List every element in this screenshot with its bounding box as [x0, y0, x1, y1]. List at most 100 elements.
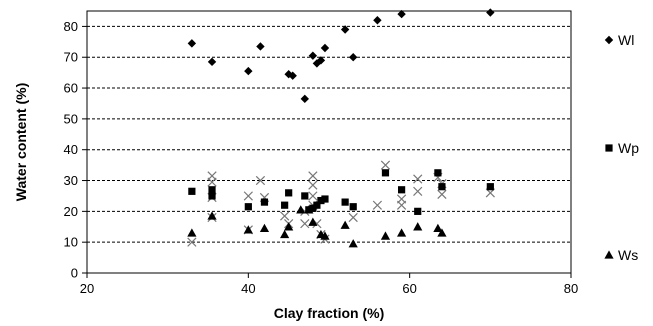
y-tick-label: 10 — [64, 235, 78, 250]
wp-point — [281, 201, 289, 209]
x-tick-label: 80 — [564, 281, 578, 296]
unlabeled-point — [380, 160, 391, 170]
wl-point — [316, 56, 326, 65]
wp-point — [285, 189, 293, 197]
ws-point — [397, 228, 407, 237]
wl-point — [486, 8, 495, 17]
ws-point — [308, 217, 318, 226]
y-tick-label: 20 — [64, 204, 78, 219]
wl-point — [308, 51, 318, 60]
x-tick-label: 20 — [80, 281, 94, 296]
y-tick-label: 60 — [64, 81, 78, 96]
wp-point — [188, 187, 196, 195]
legend-item-ws: Ws — [604, 247, 638, 263]
unlabeled-point — [348, 212, 358, 223]
wl-point — [244, 66, 253, 76]
y-tick-label: 30 — [64, 173, 78, 188]
wp-point — [434, 169, 442, 177]
unlabeled-point — [280, 211, 290, 221]
data-points — [187, 8, 495, 248]
ws-point — [259, 223, 270, 232]
legend-label: Ws — [618, 247, 638, 263]
unlabeled-point — [308, 180, 318, 190]
gridlines — [87, 25, 571, 243]
x-axis-ticks: 20 40 60 80 — [80, 273, 578, 296]
wp-point — [349, 203, 357, 211]
ws-point — [320, 231, 330, 240]
wl-point — [288, 71, 297, 80]
unlabeled-point — [413, 186, 423, 196]
wp-point — [381, 169, 390, 177]
wl-point — [300, 94, 309, 104]
wp-legend-marker — [605, 144, 613, 152]
unlabeled-point — [372, 200, 383, 210]
wp-point — [414, 207, 422, 215]
y-tick-label: 50 — [64, 111, 78, 126]
ws-point — [296, 205, 306, 214]
plot-area-border — [86, 10, 572, 274]
y-tick-label: 0 — [71, 266, 78, 281]
wp-point — [398, 186, 406, 194]
wp-point — [208, 186, 216, 194]
y-axis-ticks: 0 10 20 30 40 50 60 70 80 — [64, 19, 87, 281]
ws-point — [280, 229, 290, 239]
wl-point — [373, 16, 382, 25]
wp-point — [260, 198, 269, 206]
wp-point — [317, 196, 325, 205]
wl-point — [312, 59, 322, 68]
unlabeled-point — [308, 171, 318, 181]
y-tick-label: 80 — [64, 19, 78, 34]
wl-legend-marker — [604, 35, 614, 45]
unlabeled-point — [300, 219, 310, 229]
ws-legend-marker — [604, 250, 614, 259]
legend-item-wl: Wl — [604, 32, 634, 48]
x-tick-label: 60 — [402, 281, 416, 296]
unlabeled-point — [207, 177, 217, 187]
x-tick-label: 40 — [241, 281, 255, 296]
unlabeled-point — [243, 191, 253, 201]
ws-point — [380, 231, 391, 240]
wl-point — [397, 9, 406, 19]
ws-point — [340, 220, 350, 229]
y-tick-label: 70 — [64, 50, 78, 65]
wp-point — [244, 203, 252, 211]
wp-point — [486, 183, 494, 191]
wp-point — [208, 192, 216, 200]
legend: Wl Wp Ws — [604, 32, 639, 263]
legend-label: Wl — [618, 32, 634, 48]
wp-point — [321, 195, 329, 203]
wl-point — [349, 53, 358, 62]
legend-label: Wp — [618, 140, 639, 156]
wp-point — [309, 204, 317, 212]
y-tick-label: 40 — [64, 142, 78, 157]
wp-point — [341, 198, 349, 206]
wp-point — [313, 201, 321, 209]
wl-point — [187, 39, 197, 48]
ws-point — [433, 223, 443, 232]
x-axis-title: Clay fraction (%) — [274, 305, 384, 321]
wl-point — [340, 25, 350, 34]
unlabeled-point — [255, 175, 266, 186]
ws-point — [304, 205, 314, 214]
ws-point — [207, 211, 217, 220]
ws-point — [413, 222, 423, 231]
ws-point — [348, 239, 358, 248]
ws-point — [284, 222, 294, 231]
unlabeled-point — [396, 200, 407, 210]
wl-point — [284, 69, 293, 79]
unlabeled-point — [437, 189, 447, 200]
y-axis-title: Water content (%) — [13, 83, 29, 201]
wp-point — [438, 183, 446, 191]
ws-point — [187, 228, 197, 237]
unlabeled-point — [308, 191, 318, 201]
unlabeled-point — [413, 174, 423, 184]
unlabeled-point — [187, 237, 197, 247]
wp-point — [301, 192, 309, 200]
wl-point — [256, 42, 265, 51]
wl-point — [320, 43, 330, 53]
wl-point — [207, 57, 217, 67]
ws-point — [437, 228, 447, 237]
legend-item-wp: Wp — [605, 140, 639, 156]
ws-point — [243, 225, 253, 234]
